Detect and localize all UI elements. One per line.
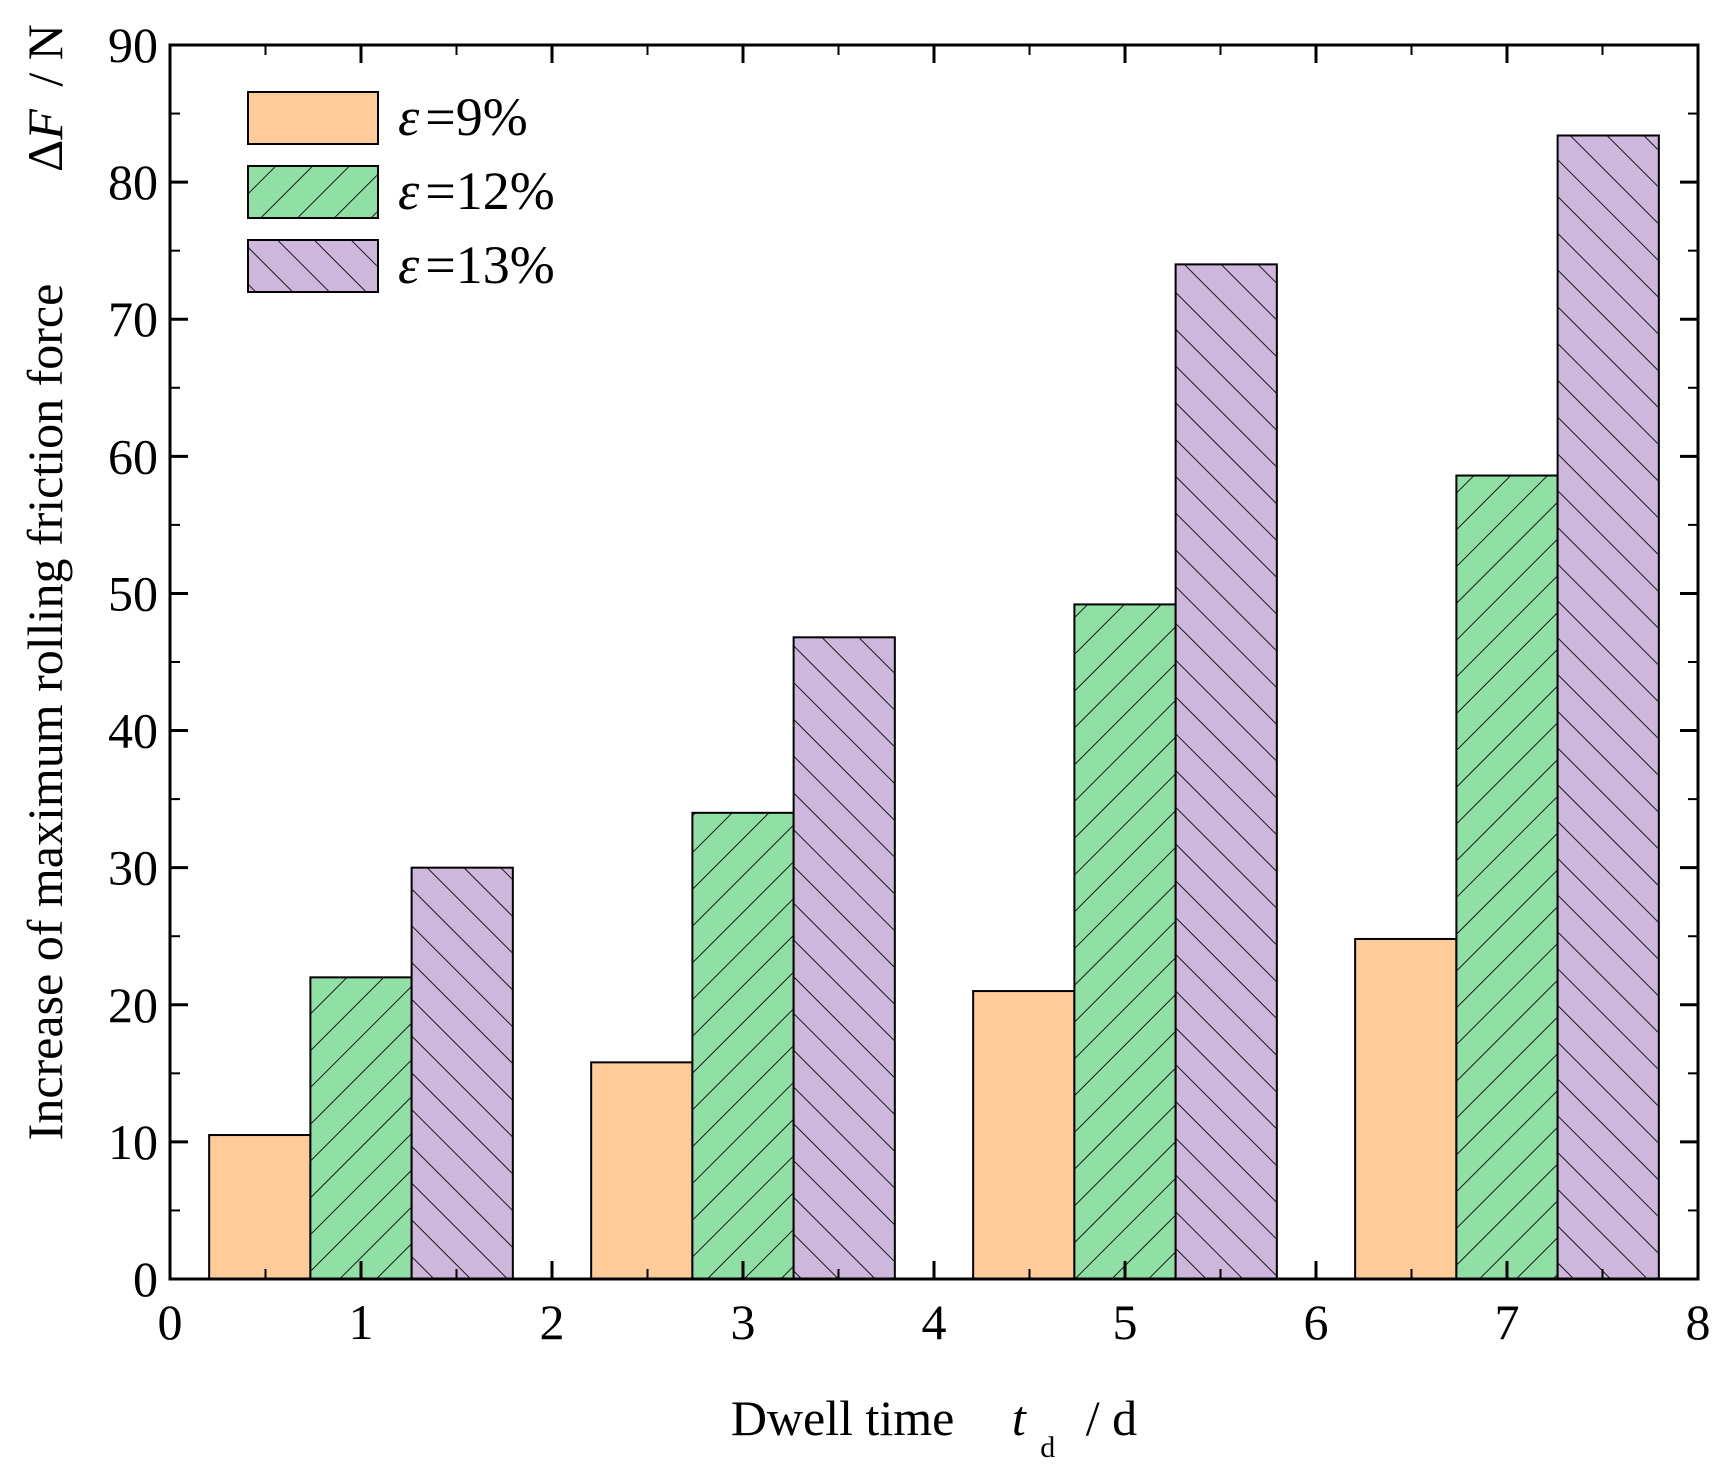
legend-epsilon: ε: [398, 161, 420, 221]
bar-9pct-x3: [590, 1061, 694, 1281]
y-axis-label-unit: ΔF / N: [17, 24, 73, 172]
x-axis-label-symbol: t: [1012, 1390, 1027, 1446]
y-axis-label: Increase of maximum rolling friction for…: [17, 24, 73, 1140]
bar-9pct-x7: [1354, 937, 1458, 1280]
legend-label-9pct: ε =9%: [398, 87, 528, 147]
legend-value: =13%: [425, 235, 554, 295]
x-tick-label: 7: [1495, 1294, 1520, 1350]
x-tick-label: 1: [349, 1294, 374, 1350]
y-axis-delta: Δ: [17, 140, 73, 172]
bar-13pct-x5: [1174, 263, 1278, 1280]
y-axis-label-text: Increase of maximum rolling friction for…: [17, 284, 73, 1141]
y-tick-label: 30: [108, 840, 158, 896]
y-tick-label: 80: [108, 154, 158, 210]
legend-label-12pct: ε =12%: [398, 161, 555, 221]
x-axis-label: Dwell time t d / d: [731, 1390, 1137, 1468]
x-axis-label-unit: / d: [1086, 1390, 1137, 1446]
legend-swatch-12pct: [247, 165, 379, 219]
x-tick-label: 3: [731, 1294, 756, 1350]
legend-epsilon: ε: [398, 235, 420, 295]
y-axis-unit-text: / N: [17, 24, 73, 87]
x-tick-label: 5: [1113, 1294, 1138, 1350]
y-tick-label: 70: [108, 291, 158, 347]
legend: ε =9%ε =12%ε =13%: [247, 87, 555, 295]
y-axis-symbol: F: [17, 109, 73, 141]
y-tick-label: 60: [108, 428, 158, 484]
bar-12pct-x3: [691, 811, 795, 1280]
x-axis-label-subscript: d: [1040, 1431, 1055, 1464]
x-tick-label: 4: [922, 1294, 947, 1350]
y-tick-label: 0: [133, 1251, 158, 1307]
y-tick-label: 10: [108, 1114, 158, 1170]
bar-12pct-x7: [1455, 474, 1559, 1281]
bars: [208, 134, 1660, 1281]
x-tick-label: 2: [540, 1294, 565, 1350]
y-tick-label: 90: [108, 17, 158, 73]
y-tick-label: 40: [108, 703, 158, 759]
legend-label-13pct: ε =13%: [398, 235, 555, 295]
x-tick-label: 6: [1304, 1294, 1329, 1350]
legend-value: =12%: [425, 161, 554, 221]
x-tick-label: 0: [158, 1294, 183, 1350]
x-axis-label-prefix: Dwell time: [731, 1390, 955, 1446]
legend-value: =9%: [425, 87, 527, 147]
bar-9pct-x1: [208, 1134, 312, 1280]
bar-13pct-x1: [410, 866, 514, 1281]
bar-12pct-x1: [309, 976, 413, 1280]
y-tick-label: 20: [108, 977, 158, 1033]
legend-epsilon: ε: [398, 87, 420, 147]
x-tick-label: 8: [1686, 1294, 1711, 1350]
bar-9pct-x5: [972, 990, 1076, 1280]
legend-swatch-13pct: [247, 239, 379, 293]
bar-13pct-x7: [1556, 134, 1660, 1281]
legend-swatch-9pct: [247, 91, 379, 145]
plot-frame: [168, 43, 1700, 1281]
bar-13pct-x3: [792, 636, 896, 1280]
bar-12pct-x5: [1073, 603, 1177, 1280]
y-tick-label: 50: [108, 565, 158, 621]
